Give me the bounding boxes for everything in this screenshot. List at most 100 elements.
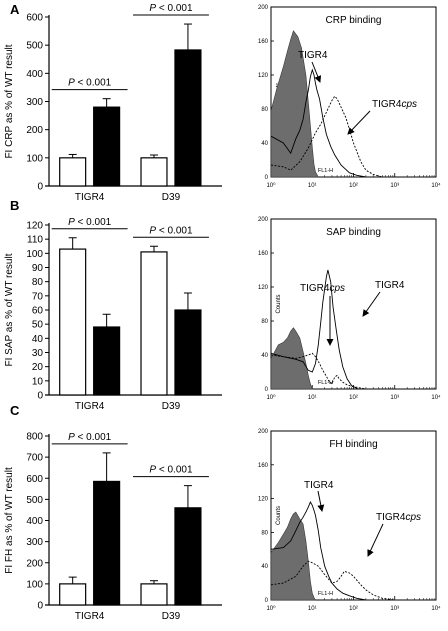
y-tick-label: 400 xyxy=(26,516,43,527)
x-tick-label: 10² xyxy=(349,183,358,189)
p-value-label: P < 0.001 xyxy=(149,3,193,14)
panel-label: B xyxy=(10,198,19,213)
category-label: TIGR4 xyxy=(75,611,105,622)
y-tick-label: 200 xyxy=(258,429,269,435)
y-tick-label: 0 xyxy=(37,182,43,193)
y-tick-label: 40 xyxy=(32,334,44,345)
bar-chart-B: B 0 10 20 30 40 50 60 70 80 90 100 110 120 FI SAP as %… xyxy=(4,198,222,412)
histogram-title: FH binding xyxy=(329,439,377,450)
y-tick-label: 10 xyxy=(32,376,44,387)
y-tick-label: 120 xyxy=(258,73,269,79)
annotation-arrow xyxy=(362,291,381,317)
x-tick-label: 10¹ xyxy=(308,395,317,401)
x-tick-label: 10² xyxy=(349,606,358,612)
histogram-tigr4 xyxy=(270,500,366,601)
annotation-arrow xyxy=(311,61,322,83)
y-tick-label: 600 xyxy=(26,474,43,485)
y-tick-label: 20 xyxy=(32,362,44,373)
y-tick-label: 100 xyxy=(26,579,43,590)
y-tick-label: 200 xyxy=(258,217,269,223)
p-value-label: P < 0.001 xyxy=(149,465,193,476)
y-axis-label: Counts xyxy=(276,506,282,525)
y-tick-label: 80 xyxy=(261,107,268,113)
y-tick-label: 200 xyxy=(258,5,269,11)
bar-d39-wt xyxy=(140,251,168,396)
x-tick-label: 10² xyxy=(349,395,358,401)
y-tick-label: 90 xyxy=(32,263,44,274)
panel-label: A xyxy=(10,2,20,17)
category-label: D39 xyxy=(162,401,181,412)
bar-tigr4-wt xyxy=(59,157,87,187)
p-value-label: P < 0.001 xyxy=(149,225,193,236)
histogram-C: 0 40 80 120 160 200 10⁰ 10¹ 10² 10³ 10⁴ Counts FL1-H… xyxy=(258,429,441,612)
y-tick-label: 80 xyxy=(261,319,268,325)
bar-d39-wt xyxy=(140,583,168,606)
bar-d39-mutant xyxy=(174,309,202,396)
y-tick-label: 0 xyxy=(265,598,269,604)
y-tick-label: 600 xyxy=(26,13,43,24)
x-tick-label: 10⁰ xyxy=(266,394,276,401)
histogram-A: 0408012016020010⁰10¹10²10³10⁴CountsFL1-H… xyxy=(258,5,441,189)
y-tick-label: 0 xyxy=(37,601,43,612)
y-tick-label: 700 xyxy=(26,453,43,464)
x-tick-label: 10⁴ xyxy=(431,605,441,612)
x-tick-label: 10⁴ xyxy=(431,182,441,189)
histogram-tigr4cps xyxy=(270,95,383,178)
y-tick-label: 100 xyxy=(26,249,43,260)
y-tick-label: 80 xyxy=(261,530,268,536)
bar-d39-wt xyxy=(140,157,168,187)
category-label: D39 xyxy=(162,192,181,203)
p-value-label: P < 0.001 xyxy=(68,217,112,228)
bar-tigr4-mutant xyxy=(93,326,121,396)
y-axis-label: Counts xyxy=(276,294,282,313)
p-value-label: P < 0.001 xyxy=(68,432,112,443)
y-tick-label: 70 xyxy=(32,291,44,302)
bar-d39-mutant xyxy=(174,507,202,606)
bar-tigr4-mutant xyxy=(93,480,121,606)
y-tick-label: 30 xyxy=(32,348,44,359)
y-tick-label: 300 xyxy=(26,97,43,108)
panel-label: C xyxy=(10,403,20,418)
y-tick-label: 120 xyxy=(258,285,269,291)
category-label: TIGR4 xyxy=(75,192,105,203)
x-axis-label: FL1-H xyxy=(318,168,333,174)
y-tick-label: 50 xyxy=(32,320,44,331)
histogram-tigr4cps xyxy=(270,560,395,601)
y-tick-label: 160 xyxy=(258,463,269,469)
histogram-B: 0 40 80 120 160 200 10⁰ 10¹ 10² 10³ 10⁴ Counts FL1-H… xyxy=(258,217,441,401)
y-tick-label: 200 xyxy=(26,558,43,569)
histogram-filled-control xyxy=(270,30,319,178)
curve-annotation: TIGR4 xyxy=(304,480,334,491)
y-axis-label: FI SAP as % of WT result xyxy=(4,253,15,366)
y-tick-label: 400 xyxy=(26,69,43,80)
y-tick-label: 120 xyxy=(26,221,43,232)
y-tick-label: 100 xyxy=(26,153,43,164)
y-tick-label: 40 xyxy=(261,141,268,147)
x-tick-label: 10¹ xyxy=(308,183,317,189)
x-axis-label: FL1-H xyxy=(318,380,333,386)
curve-annotation: TIGR4 xyxy=(298,50,328,61)
category-label: TIGR4 xyxy=(75,401,105,412)
histogram-tigr4 xyxy=(270,269,359,390)
y-tick-label: 500 xyxy=(26,495,43,506)
curve-annotation: TIGR4 xyxy=(375,280,405,291)
y-tick-label: 40 xyxy=(261,564,268,570)
bar-tigr4-wt xyxy=(59,248,87,396)
y-tick-label: 0 xyxy=(37,391,43,402)
bar-tigr4-wt xyxy=(59,583,87,606)
curve-annotation: TIGR4cps xyxy=(300,283,345,294)
y-tick-label: 0 xyxy=(265,387,269,393)
y-tick-label: 800 xyxy=(26,432,43,443)
x-axis-label: FL1-H xyxy=(318,591,333,597)
curve-annotation: TIGR4cps xyxy=(372,99,417,110)
y-tick-label: 160 xyxy=(258,39,269,45)
x-tick-label: 10¹ xyxy=(308,606,317,612)
annotation-arrow xyxy=(317,490,325,512)
y-tick-label: 40 xyxy=(261,353,268,359)
histogram-title: SAP binding xyxy=(326,227,381,238)
y-tick-label: 80 xyxy=(32,277,44,288)
y-tick-label: 110 xyxy=(27,235,43,246)
annotation-arrow xyxy=(367,523,384,557)
category-label: D39 xyxy=(162,611,181,622)
x-tick-label: 10³ xyxy=(390,606,399,612)
